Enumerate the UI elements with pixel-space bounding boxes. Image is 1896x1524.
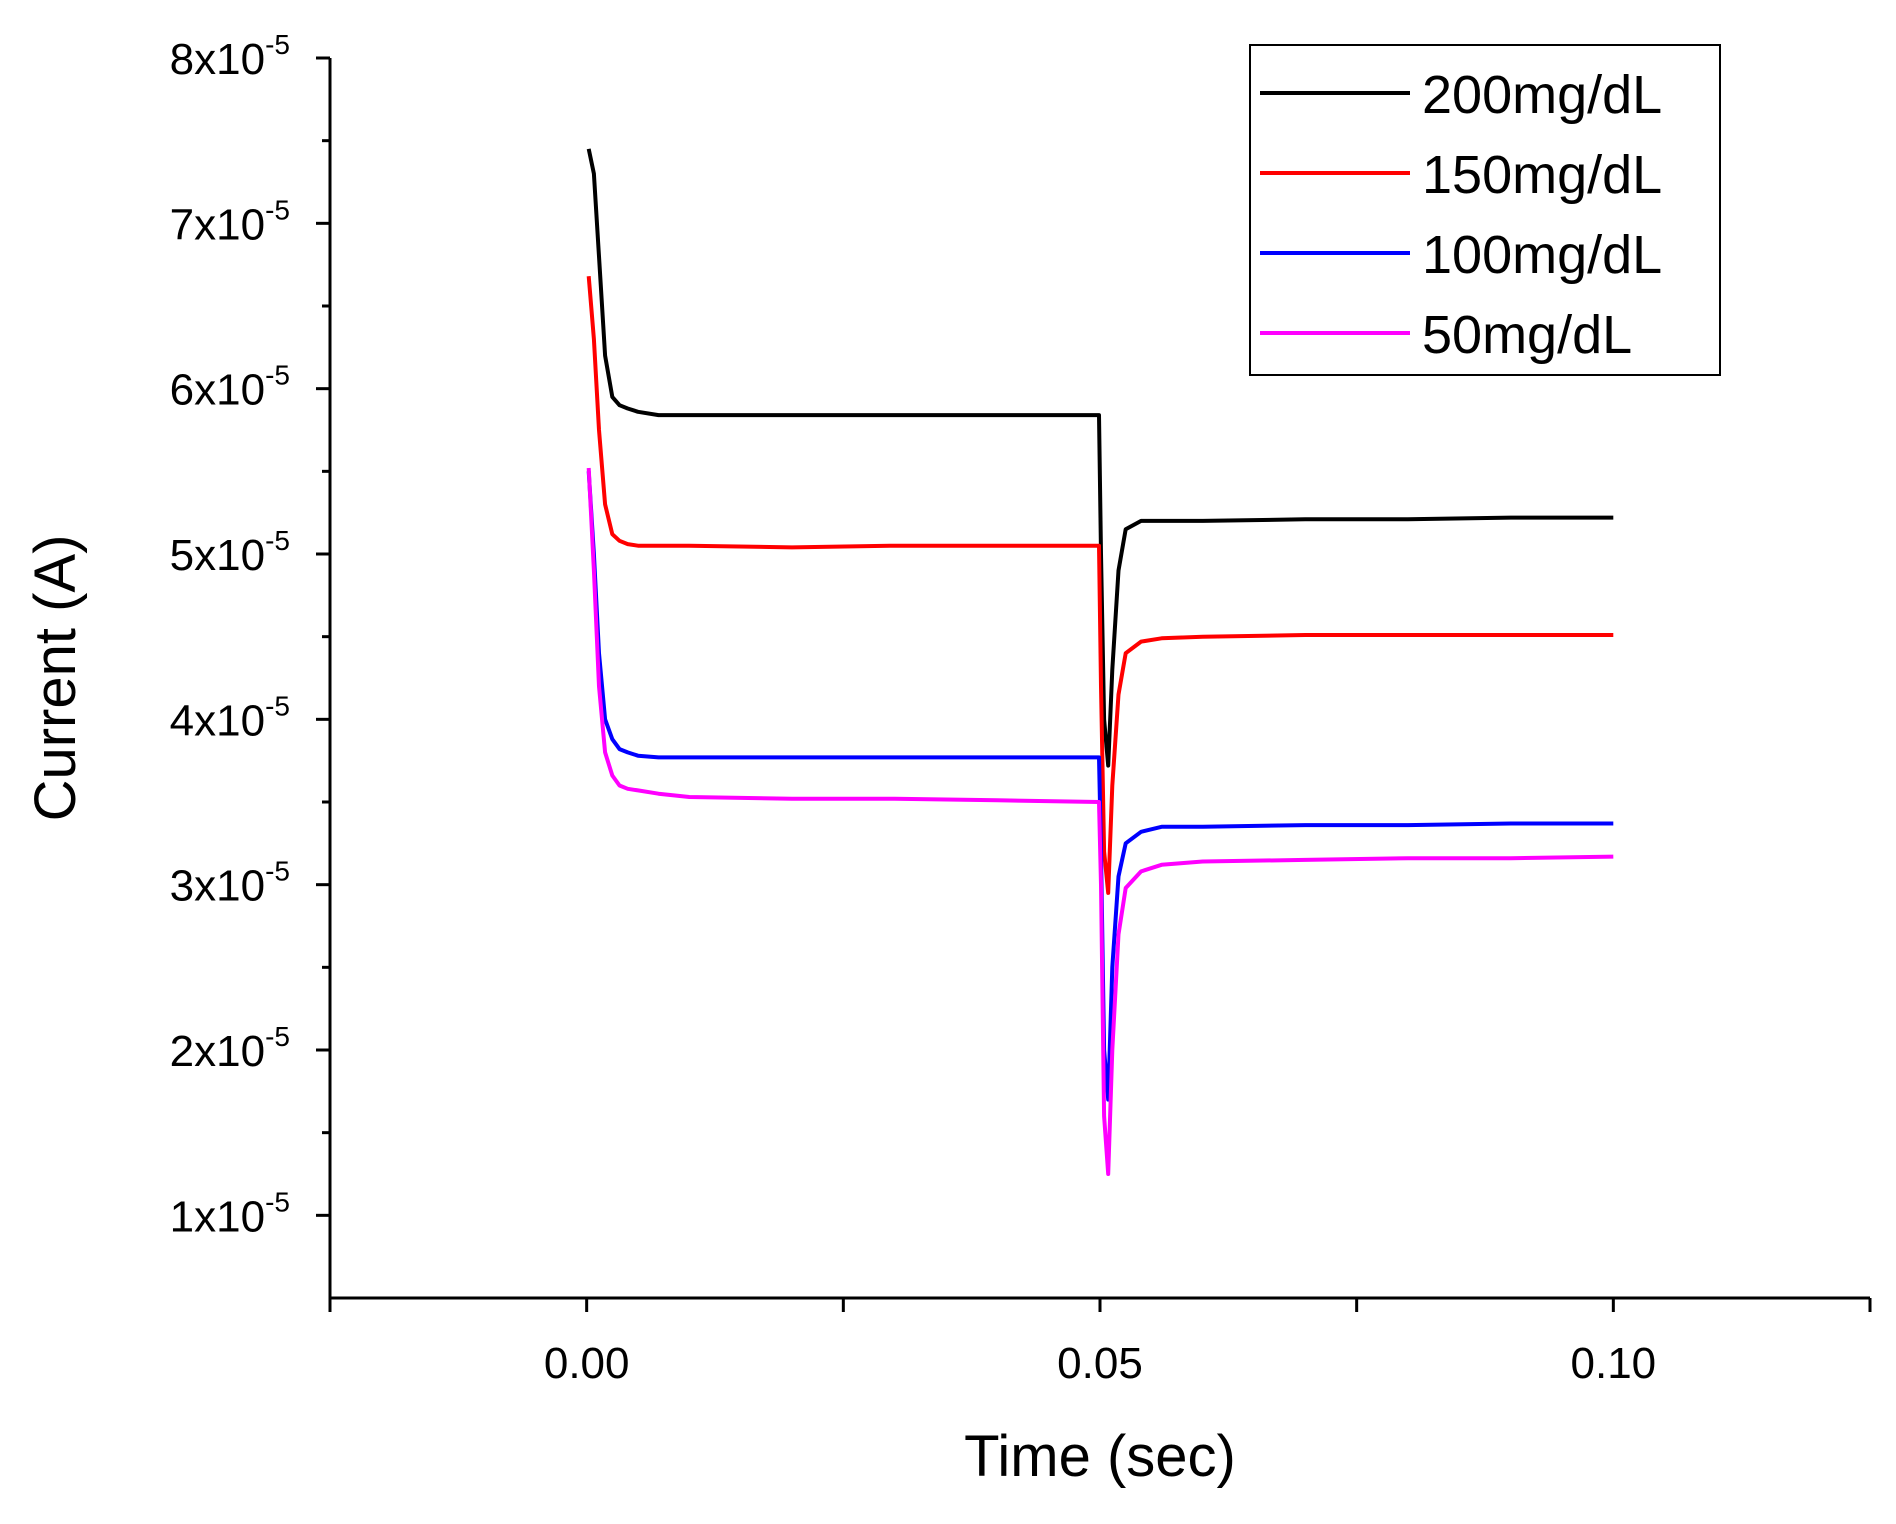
legend-label: 100mg/dL xyxy=(1422,225,1662,285)
series-line-150mgdl xyxy=(586,276,1614,895)
y-tick-label: 4x10-5 xyxy=(170,690,290,745)
x-tick-label: 0.10 xyxy=(1571,1339,1657,1388)
y-tick-mantissa: 6x10 xyxy=(170,366,265,415)
y-tick-label: 7x10-5 xyxy=(170,194,290,249)
y-tick-label: 6x10-5 xyxy=(170,360,290,415)
y-tick-label: 3x10-5 xyxy=(170,856,290,911)
y-tick-label: 8x10-5 xyxy=(170,29,290,84)
ticks-layer: 1x10-52x10-53x10-54x10-55x10-56x10-57x10… xyxy=(170,29,1872,1388)
y-tick-exponent: -5 xyxy=(265,1186,290,1217)
legend-label: 150mg/dL xyxy=(1422,145,1662,205)
y-tick-mantissa: 7x10 xyxy=(170,200,265,249)
x-tick-label: 0.00 xyxy=(544,1339,630,1388)
y-tick-label: 2x10-5 xyxy=(170,1021,290,1076)
legend-label: 200mg/dL xyxy=(1422,65,1662,125)
x-axis-title: Time (sec) xyxy=(964,1424,1236,1489)
y-tick-label: 5x10-5 xyxy=(170,525,290,580)
y-tick-exponent: -5 xyxy=(265,194,290,225)
y-tick-exponent: -5 xyxy=(265,525,290,556)
y-tick-mantissa: 8x10 xyxy=(170,35,265,84)
legend-label: 50mg/dL xyxy=(1422,305,1632,365)
y-tick-mantissa: 3x10 xyxy=(170,862,265,911)
y-tick-exponent: -5 xyxy=(265,856,290,887)
series-line-50mgdl xyxy=(586,467,1614,1176)
series-line-100mgdl xyxy=(586,471,1614,1102)
y-tick-mantissa: 5x10 xyxy=(170,531,265,580)
y-tick-label: 1x10-5 xyxy=(170,1186,290,1241)
y-axis-title: Current (A) xyxy=(23,535,88,822)
y-tick-exponent: -5 xyxy=(265,1021,290,1052)
series-line-200mgdl xyxy=(586,148,1614,768)
legend: 200mg/dL 150mg/dL 100mg/dL 50mg/dL xyxy=(1249,44,1721,376)
y-tick-mantissa: 4x10 xyxy=(170,696,265,745)
y-tick-mantissa: 2x10 xyxy=(170,1027,265,1076)
x-tick-label: 0.05 xyxy=(1057,1339,1143,1388)
legend-box xyxy=(1249,44,1721,376)
y-tick-exponent: -5 xyxy=(265,690,290,721)
series-layer xyxy=(586,148,1614,1176)
y-tick-mantissa: 1x10 xyxy=(170,1192,265,1241)
y-tick-exponent: -5 xyxy=(265,29,290,60)
y-tick-exponent: -5 xyxy=(265,360,290,391)
